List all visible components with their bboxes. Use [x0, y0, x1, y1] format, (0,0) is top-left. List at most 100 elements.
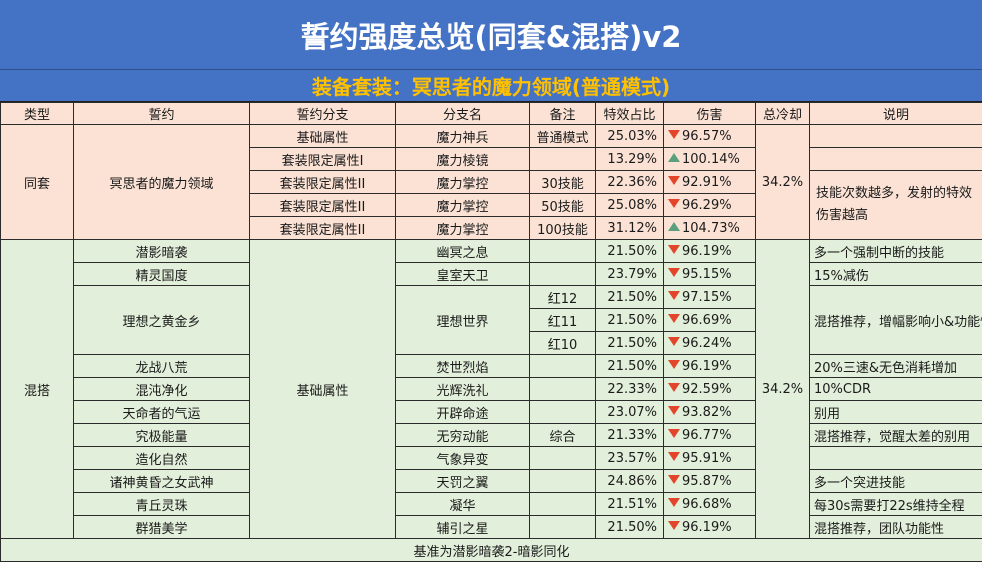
- damage-cell: 96.77%: [663, 423, 756, 447]
- damage-cell: 95.15%: [663, 262, 756, 286]
- table-row: 天命者的气运 开辟命途 23.07% 93.82% 别用: [1, 400, 982, 424]
- note-cell: [529, 147, 596, 171]
- damage-value: 97.15%: [682, 289, 732, 305]
- table-row: 究极能量 无穷动能 综合 21.33% 96.77% 混搭推荐，觉醒太差的别用: [1, 423, 982, 447]
- trend-down-icon: [668, 313, 680, 323]
- damage-cell: 95.87%: [663, 469, 756, 493]
- trend-up-icon: [668, 152, 680, 162]
- damage-value: 100.14%: [682, 151, 740, 167]
- damage-cell: 97.15%: [663, 285, 756, 309]
- note-cell: 100技能: [529, 216, 596, 240]
- note-cell: 红12: [529, 285, 596, 309]
- ratio-cell: 21.50%: [595, 515, 664, 539]
- damage-cell: 96.69%: [663, 308, 756, 332]
- description-cell: 混搭推荐，觉醒太差的别用: [809, 423, 982, 447]
- table-row: 精灵国度 皇室天卫 23.79% 95.15% 15%减伤: [1, 262, 982, 286]
- header-type: 类型: [0, 102, 74, 125]
- branch-cell: 基础属性: [249, 239, 396, 539]
- footer-note: 基准为潜影暗袭2-暗影同化: [0, 538, 982, 562]
- note-cell: [529, 377, 596, 401]
- note-cell: 红10: [529, 331, 596, 355]
- trend-down-icon: [668, 244, 680, 254]
- ratio-cell: 25.08%: [595, 193, 664, 217]
- ratio-cell: 25.03%: [595, 124, 664, 148]
- branch-name-cell: 魔力棱镜: [395, 147, 530, 171]
- ratio-cell: 23.79%: [595, 262, 664, 286]
- damage-value: 96.19%: [682, 358, 732, 374]
- trend-down-icon: [668, 474, 680, 484]
- table-row: 群猎美学 辅引之星 21.50% 96.19% 混搭推荐，团队功能性: [1, 515, 982, 539]
- branch-name-cell: 天罚之翼: [395, 469, 530, 493]
- table-row: 套装限定属性II 魔力掌控 100技能 31.12% 104.73%: [1, 216, 982, 240]
- ratio-cell: 24.86%: [595, 469, 664, 493]
- trend-down-icon: [668, 451, 680, 461]
- oath-cell: 究极能量: [73, 423, 250, 447]
- description-cell: 20%三速&无色消耗增加: [809, 354, 982, 378]
- trend-down-icon: [668, 129, 680, 139]
- ratio-cell: 22.33%: [595, 377, 664, 401]
- note-cell: [529, 446, 596, 470]
- damage-value: 96.68%: [682, 496, 732, 512]
- branch-name-cell: 凝华: [395, 492, 530, 516]
- damage-value: 96.24%: [682, 335, 732, 351]
- page-subtitle: 装备套装：冥思者的魔力领域(普通模式): [0, 70, 982, 102]
- description-cell: 10%CDR: [809, 377, 982, 401]
- ratio-cell: 21.50%: [595, 239, 664, 263]
- damage-cell: 96.19%: [663, 354, 756, 378]
- branch-cell: 基础属性: [249, 124, 396, 148]
- damage-value: 96.19%: [682, 243, 732, 259]
- ratio-cell: 22.36%: [595, 170, 664, 194]
- header-oath: 誓约: [73, 102, 250, 125]
- branch-name-cell: 焚世烈焰: [395, 354, 530, 378]
- branch-name-cell: 魔力神兵: [395, 124, 530, 148]
- oath-cell: 龙战八荒: [73, 354, 250, 378]
- branch-name-cell: 开辟命途: [395, 400, 530, 424]
- oath-cell: 诸神黄昏之女武神: [73, 469, 250, 493]
- branch-name-cell: 无穷动能: [395, 423, 530, 447]
- ratio-cell: 13.29%: [595, 147, 664, 171]
- note-cell: 50技能: [529, 193, 596, 217]
- branch-name-cell: 魔力掌控: [395, 193, 530, 217]
- table-row: 龙战八荒 焚世烈焰 21.50% 96.19% 20%三速&无色消耗增加: [1, 354, 982, 378]
- cooldown-cell: 34.2%: [755, 239, 810, 539]
- type-cell: 混搭: [0, 239, 74, 539]
- ratio-cell: 21.51%: [595, 492, 664, 516]
- damage-cell: 92.59%: [663, 377, 756, 401]
- damage-value: 95.87%: [682, 473, 732, 489]
- note-cell: [529, 492, 596, 516]
- ratio-cell: 23.07%: [595, 400, 664, 424]
- ratio-cell: 21.33%: [595, 423, 664, 447]
- trend-down-icon: [668, 405, 680, 415]
- branch-name-cell: 魔力掌控: [395, 216, 530, 240]
- description-cell: 15%减伤: [809, 262, 982, 286]
- branch-name-cell: 光辉洗礼: [395, 377, 530, 401]
- table-row: 同套 冥思者的魔力领域 基础属性 魔力神兵 普通模式 25.03% 96.57%…: [0, 124, 982, 240]
- description-cell: [809, 446, 982, 470]
- table-row: 理想之黄金乡 理想世界 红12 21.50% 97.15% 混搭推荐，增幅影响小…: [1, 285, 982, 355]
- table-row: 套装限定属性II 魔力掌控 30技能 22.36% 92.91% 技能次数越多，…: [1, 170, 982, 240]
- note-cell: 30技能: [529, 170, 596, 194]
- description-cell: [809, 147, 982, 171]
- damage-cell: 104.73%: [663, 216, 756, 240]
- description-cell: 混搭推荐，增幅影响小&功能性强: [809, 285, 982, 355]
- damage-value: 95.15%: [682, 266, 732, 282]
- note-cell: [529, 400, 596, 424]
- trend-down-icon: [668, 428, 680, 438]
- note-cell: 综合: [529, 423, 596, 447]
- ratio-cell: 21.50%: [595, 354, 664, 378]
- ratio-cell: 21.50%: [595, 308, 664, 332]
- note-cell: 普通模式: [529, 124, 596, 148]
- oath-cell: 潜影暗袭: [73, 239, 250, 263]
- table-row: 造化自然 气象异变 23.57% 95.91%: [1, 446, 982, 470]
- note-cell: [529, 515, 596, 539]
- note-cell: 红11: [529, 308, 596, 332]
- trend-down-icon: [668, 175, 680, 185]
- table-row: 诸神黄昏之女武神 天罚之翼 24.86% 95.87% 多一个突进技能: [1, 469, 982, 493]
- branch-name-cell: 皇室天卫: [395, 262, 530, 286]
- note-cell: [529, 239, 596, 263]
- trend-down-icon: [668, 520, 680, 530]
- oath-cell: 群猎美学: [73, 515, 250, 539]
- oath-cell: 造化自然: [73, 446, 250, 470]
- oath-cell: 青丘灵珠: [73, 492, 250, 516]
